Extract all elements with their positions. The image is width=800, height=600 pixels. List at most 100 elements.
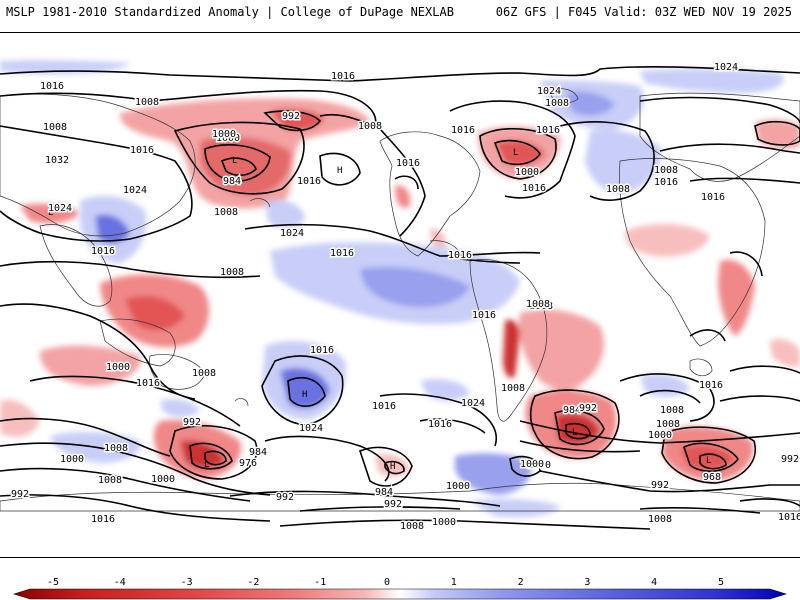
colorbar-tick-label: 0	[384, 577, 390, 588]
isobar-label: 1008	[529, 301, 553, 312]
isobar-label: 1016	[472, 310, 496, 321]
isobar-label: 1008	[660, 405, 684, 416]
isobar-label: 1000	[515, 167, 539, 178]
svg-text:L: L	[513, 148, 518, 158]
isobar-label: 984	[223, 176, 241, 187]
isobar-label: 1024	[280, 228, 304, 239]
isobar-label: 1008	[606, 184, 630, 195]
isobar-label: 992	[11, 489, 29, 500]
isobar-label: 1016	[372, 401, 396, 412]
isobar-label: 1000	[106, 362, 130, 373]
isobar-label: 1032	[45, 155, 69, 166]
svg-text:L: L	[572, 428, 577, 438]
isobar-label: 1000	[432, 517, 456, 528]
contour-labels: 1016100810081032101610241024101610009929…	[9, 61, 800, 534]
isobar-label: 1008	[104, 443, 128, 454]
positive-anomaly-shading	[0, 60, 784, 518]
isobar-label: 992	[579, 403, 597, 414]
isobar-label: 992	[183, 417, 201, 428]
svg-text:L: L	[706, 456, 711, 466]
isobar-label: 1008	[526, 299, 550, 310]
isobar-label: 1008	[656, 419, 680, 430]
isobar-label: 1016	[297, 176, 321, 187]
isobar-label: 1008	[654, 165, 678, 176]
colorbar-tick-label: 3	[584, 577, 590, 588]
isobar-label: 1000	[648, 430, 672, 441]
mslp-anomaly-map: L H L L L L H H L 1016100810081032101610…	[0, 60, 800, 534]
isobar-label: 1016	[701, 192, 725, 203]
colorbar-tick-label: -1	[314, 577, 326, 588]
colorbar-bar	[12, 588, 788, 600]
isobar-label: 1024	[48, 203, 72, 214]
isobar-label: 1024	[123, 185, 147, 196]
isobar-label: 1008	[192, 368, 216, 379]
isobar-label: 1016	[654, 177, 678, 188]
isobar-label: 1000	[60, 454, 84, 465]
isobar-label: 1016	[428, 419, 452, 430]
isobar-label: 1016	[778, 512, 800, 523]
isobar-label: 1016	[331, 71, 355, 82]
isobar-label: 1008	[214, 207, 238, 218]
isobar-label: 1000	[216, 133, 240, 144]
colorbar-tick-label: -5	[47, 577, 59, 588]
isobar-label: 1016	[699, 380, 723, 391]
isobar-label: 1008	[400, 521, 424, 532]
colorbar-tick-label: 5	[718, 577, 724, 588]
isobar-label: 1000	[151, 474, 175, 485]
svg-text:H: H	[337, 166, 342, 176]
model-run-info: 06Z GFS | F045 Valid: 03Z WED NOV 19 202…	[495, 5, 792, 19]
isobar-label: 1016	[40, 81, 64, 92]
isobar-label: 992	[651, 480, 669, 491]
map-panel: L H L L L L H H L 1016 1008 1008 1032 1016 10…	[0, 32, 800, 558]
isobar-label: 1016	[130, 145, 154, 156]
isobar-label: 1000	[212, 129, 236, 140]
svg-text:H: H	[390, 462, 395, 472]
isobar-label: 992	[384, 499, 402, 510]
isobar-label: 984	[249, 447, 267, 458]
isobar-label: 1016	[451, 125, 475, 136]
isobar-label: 1016	[91, 246, 115, 257]
isobar-label: 1008	[358, 121, 382, 132]
isobar-label: 1016	[91, 514, 115, 525]
isobar-label: 1016	[310, 345, 334, 356]
isobar-label: 976	[239, 458, 257, 469]
isobar-label: 984	[563, 405, 581, 416]
isobar-label: 1024	[461, 398, 485, 409]
isobar-label: 1008	[501, 383, 525, 394]
colorbar-ticks: -5 -4 -3 -2 -1 0 1 2 3 4 5	[47, 577, 724, 588]
svg-text:L: L	[48, 208, 53, 218]
colorbar-tick-label: -3	[181, 577, 193, 588]
colorbar-tick-label: -2	[247, 577, 259, 588]
isobar-label: 1024	[299, 423, 323, 434]
isobar-label: 1008	[98, 475, 122, 486]
isobar-label: 1008	[648, 514, 672, 525]
map-title: MSLP 1981-2010 Standardized Anomaly | Co…	[6, 5, 454, 19]
isobar-label: 1016	[522, 183, 546, 194]
isobar-label: 992	[781, 454, 799, 465]
isobar-label: 992	[282, 111, 300, 122]
isobar-label: 968	[703, 472, 721, 483]
colorbar-tick-label: 2	[518, 577, 524, 588]
isobar-label: 1016	[136, 378, 160, 389]
isobar-label: 1000	[527, 460, 551, 471]
anomaly-colorbar: -5 -4 -3 -2 -1 0 1 2 3 4 5	[12, 577, 788, 600]
isobar-label: 1016	[536, 125, 560, 136]
coastlines	[0, 88, 800, 512]
isobar-label: 1008	[220, 267, 244, 278]
colorbar-tick-label: -4	[114, 577, 126, 588]
svg-text:H: H	[302, 390, 307, 400]
isobar-label: 1008	[135, 97, 159, 108]
isobars	[0, 66, 800, 530]
colorbar-tick-label: 4	[651, 577, 657, 588]
svg-text:L: L	[232, 156, 237, 166]
isobar-label: 1024	[714, 62, 738, 73]
isobar-label: 992	[276, 492, 294, 503]
isobar-label: 1016	[330, 248, 354, 259]
isobar-label: 1016	[448, 250, 472, 261]
svg-text:L: L	[204, 460, 209, 470]
isobar-label: 1024	[537, 86, 561, 97]
isobar-label: 1016	[396, 158, 420, 169]
isobar-label: 1008	[545, 98, 569, 109]
negative-anomaly-shading	[0, 98, 800, 481]
